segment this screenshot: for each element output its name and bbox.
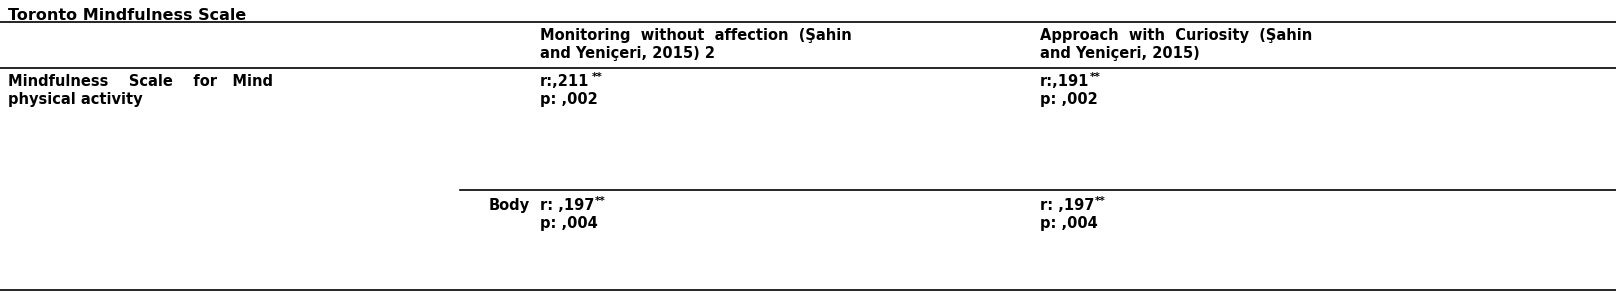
Text: **: ** [591,72,603,82]
Text: Approach  with  Curiosity  (Şahin: Approach with Curiosity (Şahin [1041,28,1312,43]
Text: Toronto Mindfulness Scale: Toronto Mindfulness Scale [8,8,246,23]
Text: Mindfulness    Scale    for   Mind: Mindfulness Scale for Mind [8,74,273,89]
Text: and Yeniçeri, 2015) 2: and Yeniçeri, 2015) 2 [540,46,714,61]
Text: r: ,197: r: ,197 [540,198,595,213]
Text: **: ** [595,196,606,206]
Text: p: ,004: p: ,004 [1041,216,1097,231]
Text: r: ,197: r: ,197 [1041,198,1094,213]
Text: **: ** [1091,72,1100,82]
Text: Body: Body [490,198,530,213]
Text: Monitoring  without  affection  (Şahin: Monitoring without affection (Şahin [540,28,852,43]
Text: r:,191: r:,191 [1041,74,1089,89]
Text: and Yeniçeri, 2015): and Yeniçeri, 2015) [1041,46,1199,61]
Text: physical activity: physical activity [8,92,142,107]
Text: r:,211: r:,211 [540,74,590,89]
Text: p: ,002: p: ,002 [1041,92,1097,107]
Text: **: ** [1096,196,1105,206]
Text: p: ,002: p: ,002 [540,92,598,107]
Text: p: ,004: p: ,004 [540,216,598,231]
